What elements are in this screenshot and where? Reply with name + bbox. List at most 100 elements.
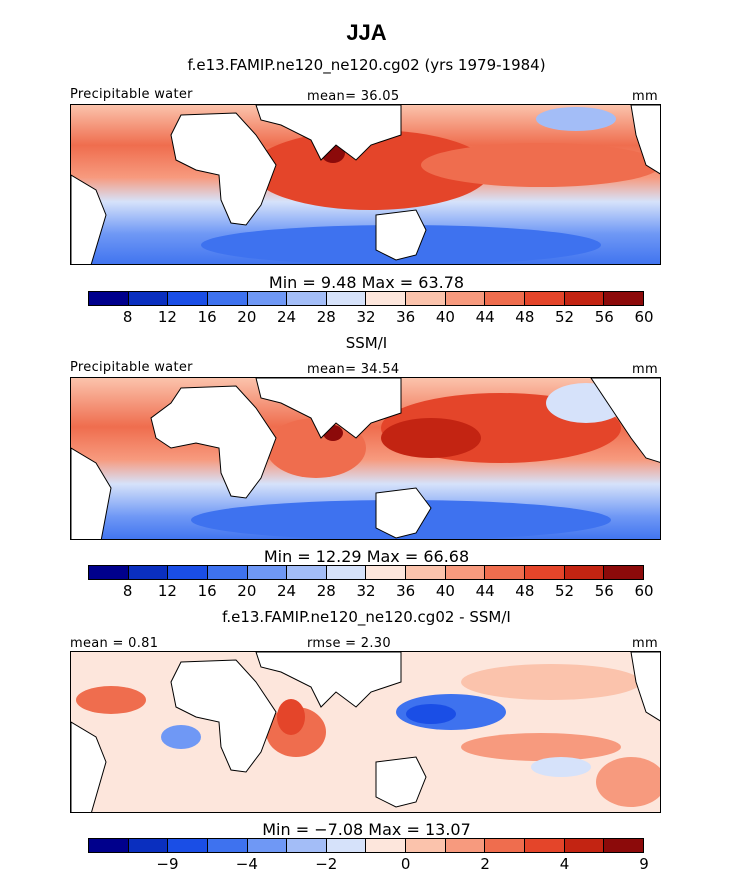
colorbar-1-tick: 48 (515, 308, 535, 326)
colorbar-1-swatch (406, 292, 446, 305)
panel1-mean-label: mean= 36.05 (307, 89, 400, 104)
colorbar-1-tick: 20 (237, 308, 257, 326)
colorbar-3-swatch (128, 839, 169, 852)
colorbar-2-tick: 20 (237, 582, 257, 600)
colorbar-1-swatch (525, 292, 565, 305)
colorbar-3-swatch (604, 839, 643, 852)
colorbar-1-swatch (287, 292, 327, 305)
colorbar-1-swatch (326, 292, 367, 305)
panel3-africa (170, 659, 277, 773)
colorbar-1-swatch (485, 292, 526, 305)
colorbar-3-tick: 2 (480, 855, 490, 873)
colorbar-2-swatch (445, 566, 486, 579)
colorbar-1-tick: 44 (475, 308, 495, 326)
panel2-units-label: mm (632, 362, 658, 377)
panel3-min-max: Min = −7.08 Max = 13.07 (262, 820, 471, 839)
colorbar-1-swatch (366, 292, 407, 305)
colorbar-2-tick: 12 (157, 582, 177, 600)
colorbar-2 (88, 565, 644, 580)
colorbar-2-swatch (406, 566, 446, 579)
panel2-mean-label: mean= 34.54 (307, 362, 400, 377)
panel1-cold-north (536, 107, 616, 131)
colorbar-2-swatch (525, 566, 565, 579)
colorbar-3-swatch (445, 839, 486, 852)
colorbar-2-tick: 52 (555, 582, 575, 600)
colorbar-1-tick: 8 (122, 308, 133, 326)
panel3-positive-south-pacific (596, 757, 660, 807)
colorbar-3-swatch (485, 839, 526, 852)
colorbar-2-swatch (168, 566, 208, 579)
panel1-min-max: Min = 9.48 Max = 63.78 (268, 273, 465, 292)
colorbar-1-tick: 28 (316, 308, 336, 326)
colorbar-3-tick: 4 (559, 855, 570, 873)
colorbar-3-swatch (287, 839, 327, 852)
colorbar-1-swatch (128, 292, 169, 305)
colorbar-3-swatch (564, 839, 605, 852)
colorbar-3-tick: 0 (400, 855, 411, 873)
panel3-negative-east-pacific (531, 757, 591, 777)
colorbar-2-tick: 24 (277, 582, 297, 600)
panel2-australia (375, 487, 432, 539)
panel3-subtitle: f.e13.FAMIP.ne120_ne120.cg02 - SSM/I (222, 608, 511, 626)
colorbar-1-tick: 16 (197, 308, 217, 326)
colorbar-1-swatch (168, 292, 208, 305)
colorbar-2-swatch (287, 566, 327, 579)
colorbar-3-ticks: −9 −4 −2 0 2 4 9 (88, 855, 648, 873)
colorbar-1-tick: 36 (396, 308, 416, 326)
panel3-negative-south-atlantic (161, 725, 201, 749)
panel2-subtitle: SSM/I (345, 334, 388, 352)
colorbar-2-tick: 16 (197, 582, 217, 600)
panel1-asia (255, 105, 402, 161)
colorbar-2-tick: 56 (594, 582, 614, 600)
colorbar-1-tick: 12 (157, 308, 177, 326)
colorbar-1-swatch (604, 292, 643, 305)
colorbar-3-tick: 9 (639, 855, 649, 873)
panel2-americas (590, 378, 660, 463)
colorbar-3-swatch (326, 839, 367, 852)
panel2-left-label: Precipitable water (70, 360, 193, 375)
colorbar-2-tick: 48 (515, 582, 535, 600)
panel2-africa (150, 385, 277, 499)
colorbar-2-swatch (564, 566, 605, 579)
colorbar-1-tick: 40 (435, 308, 455, 326)
colorbar-2-ticks: 8 12 16 20 24 28 32 36 40 44 48 52 56 60 (88, 582, 654, 600)
panel3-positive-band (461, 664, 641, 700)
colorbar-2-swatch (485, 566, 526, 579)
colorbar-2-tick: 60 (634, 582, 654, 600)
colorbar-2-tick: 44 (475, 582, 495, 600)
panel1-australia (375, 209, 427, 261)
panel3-mean-label: mean = 0.81 (70, 636, 159, 651)
panel1-subtitle: f.e13.FAMIP.ne120_ne120.cg02 (yrs 1979-1… (187, 56, 546, 74)
colorbar-1-ticks: 8 12 16 20 24 28 32 36 40 44 48 52 56 60 (88, 308, 654, 326)
colorbar-3-tick: −4 (235, 855, 258, 873)
panel3-positive-indian-core (277, 699, 305, 735)
colorbar-2-swatch (207, 566, 248, 579)
colorbar-2-swatch (247, 566, 288, 579)
panel2-south-america (71, 447, 112, 539)
panel1-left-label: Precipitable water (70, 87, 193, 102)
colorbar-1-swatch (445, 292, 486, 305)
panel2-pacific-max (381, 418, 481, 458)
colorbar-2-tick: 36 (396, 582, 416, 600)
colorbar-2-tick: 40 (435, 582, 455, 600)
colorbar-2-swatch (128, 566, 169, 579)
panel1-pacific-band (421, 143, 660, 187)
panel3-units-label: mm (632, 636, 658, 651)
colorbar-2-swatch (604, 566, 643, 579)
colorbar-3-swatch (247, 839, 288, 852)
colorbar-1-swatch (207, 292, 248, 305)
colorbar-3-swatch (168, 839, 208, 852)
panel1-map (70, 104, 661, 265)
colorbar-3-swatch (207, 839, 248, 852)
colorbar-2-swatch (366, 566, 407, 579)
panel2-min-max: Min = 12.29 Max = 66.68 (263, 547, 470, 566)
panel1-south-america (71, 174, 107, 264)
panel3-negative-core (406, 704, 456, 724)
panel1-units-label: mm (632, 89, 658, 104)
panel2-asia (255, 378, 402, 439)
panel1-africa (170, 112, 277, 226)
colorbar-1-tick: 24 (277, 308, 297, 326)
panel3-australia (375, 756, 427, 808)
panel3-americas (630, 652, 660, 722)
colorbar-2-tick: 32 (356, 582, 376, 600)
